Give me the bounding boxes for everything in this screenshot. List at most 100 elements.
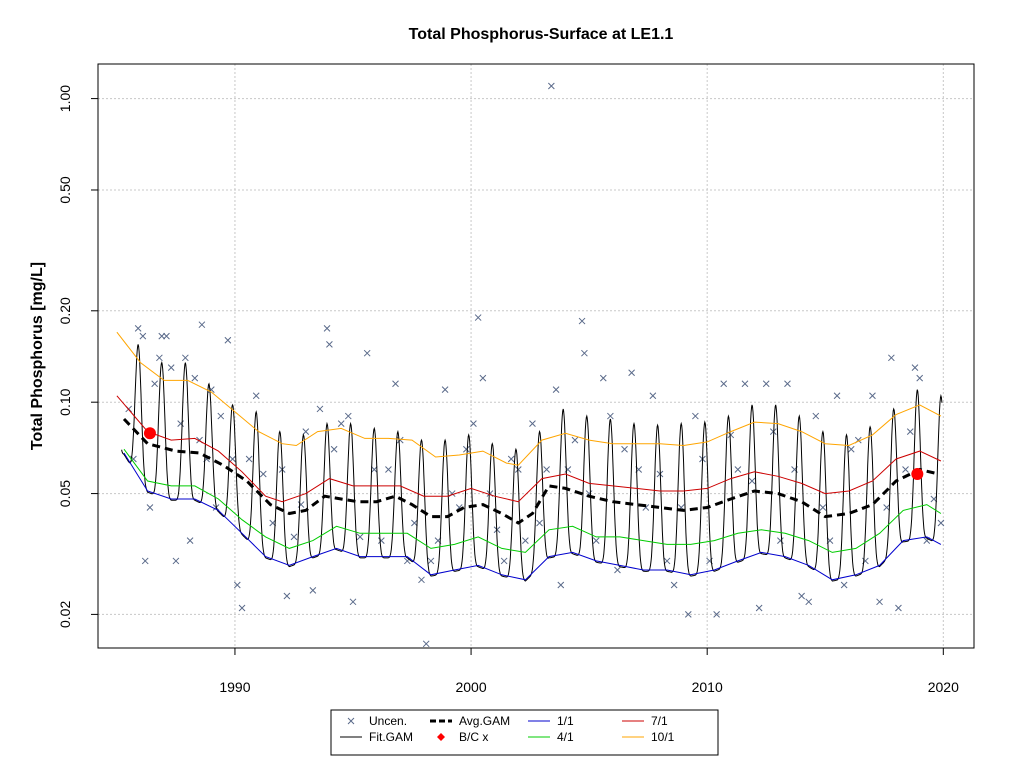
observation-point: [297, 501, 305, 508]
observation-point: [741, 380, 749, 388]
y-tick-label: 0.02: [57, 601, 73, 628]
observation-point: [888, 354, 895, 362]
observation-point: [474, 314, 482, 321]
observation-point: [245, 455, 253, 463]
observation-point: [621, 445, 628, 453]
observation-point: [172, 557, 180, 565]
observation-point: [182, 354, 189, 362]
observation-point: [259, 470, 267, 478]
observation-point: [139, 332, 147, 340]
legend-label: Fit.GAM: [369, 730, 413, 744]
observation-point: [923, 537, 931, 544]
observation-point: [252, 392, 260, 400]
observation-point: [805, 598, 813, 606]
observation-point: [916, 374, 924, 382]
plot-frame: [97, 63, 975, 649]
observation-point: [578, 317, 586, 325]
observation-point: [833, 392, 841, 400]
observation-point: [607, 412, 614, 420]
observation-point: [748, 477, 756, 485]
observation-point: [599, 374, 607, 382]
observation-point: [777, 537, 784, 544]
observation-point: [734, 466, 742, 473]
legend-label: 1/1: [557, 714, 574, 728]
observation-point: [167, 364, 175, 371]
observation-point: [536, 519, 543, 527]
bc-marker: [911, 468, 924, 481]
observation-point: [670, 581, 678, 589]
observation-point: [713, 611, 720, 618]
observation-point: [755, 604, 763, 612]
series-line-7-1: [116, 395, 942, 503]
y-axis-label: Total Phosphorus [mg/L]: [29, 262, 46, 450]
observation-point: [191, 374, 199, 382]
observation-point: [233, 581, 241, 589]
observation-point: [349, 598, 357, 606]
bc-marker: [143, 427, 156, 440]
observation-point: [411, 519, 418, 527]
observation-point: [177, 420, 184, 427]
observation-point: [224, 336, 232, 344]
observation-point: [156, 354, 163, 362]
observation-point: [692, 412, 699, 420]
plot-series: [116, 82, 945, 648]
observation-point: [337, 420, 345, 427]
series-line-1-1: [123, 452, 942, 581]
observation-point: [847, 445, 855, 453]
observation-point: [326, 341, 333, 348]
y-tick-label: 0.05: [57, 480, 73, 507]
observation-point: [500, 557, 508, 565]
observation-point: [377, 537, 385, 544]
y-tick-label: 0.50: [57, 176, 73, 203]
observation-point: [902, 466, 909, 473]
observation-point: [441, 386, 449, 393]
observation-point: [812, 412, 820, 420]
observation-point: [186, 537, 194, 544]
observation-point: [283, 592, 291, 600]
x-tick-label: 1990: [219, 679, 250, 695]
legend-label: 7/1: [651, 714, 668, 728]
observation-point: [798, 592, 805, 600]
legend-label: B/C x: [459, 730, 488, 744]
axes: 1990 2000 2010 2020 0.02 0.05 0.10 0.20 0.50 1.00: [57, 85, 959, 695]
observation-point: [819, 504, 827, 511]
observation-point: [571, 436, 579, 444]
legend-box: [330, 709, 719, 756]
observation-point: [543, 466, 550, 473]
observation-point: [547, 82, 555, 90]
observation-point: [937, 519, 945, 527]
observation-point: [840, 581, 848, 589]
series-line-10-1: [116, 331, 942, 466]
observation-point: [883, 504, 890, 511]
grid: [98, 64, 974, 648]
observation-point: [876, 598, 883, 606]
observation-point: [141, 557, 149, 565]
observation-point: [392, 380, 399, 388]
observation-point: [309, 586, 317, 594]
observation-point: [385, 466, 392, 473]
observation-point: [238, 604, 246, 612]
legend-label: Avg.GAM: [459, 714, 510, 728]
observation-point: [479, 374, 487, 382]
observation-point: [720, 380, 728, 388]
x-tick-label: 2020: [928, 679, 959, 695]
observation-point: [217, 412, 225, 420]
observation-point: [396, 436, 404, 444]
observation-point: [514, 466, 522, 473]
observation-point: [470, 420, 477, 427]
x-tick-label: 2010: [692, 679, 723, 695]
chart-title: Total Phosphorus-Surface at LE1.1: [409, 26, 674, 43]
fit-gam-line: [121, 344, 943, 582]
observation-point: [146, 504, 154, 511]
observation-point: [344, 412, 352, 420]
observation-point: [895, 604, 902, 612]
observation-point: [356, 533, 364, 541]
observation-point: [663, 557, 671, 565]
observation-point: [869, 392, 876, 400]
observation-point: [323, 325, 331, 332]
observation-point: [462, 445, 470, 453]
observation-point: [649, 392, 657, 400]
y-tick-label: 0.20: [57, 297, 73, 324]
observation-point: [151, 380, 159, 388]
observation-point: [552, 386, 560, 393]
